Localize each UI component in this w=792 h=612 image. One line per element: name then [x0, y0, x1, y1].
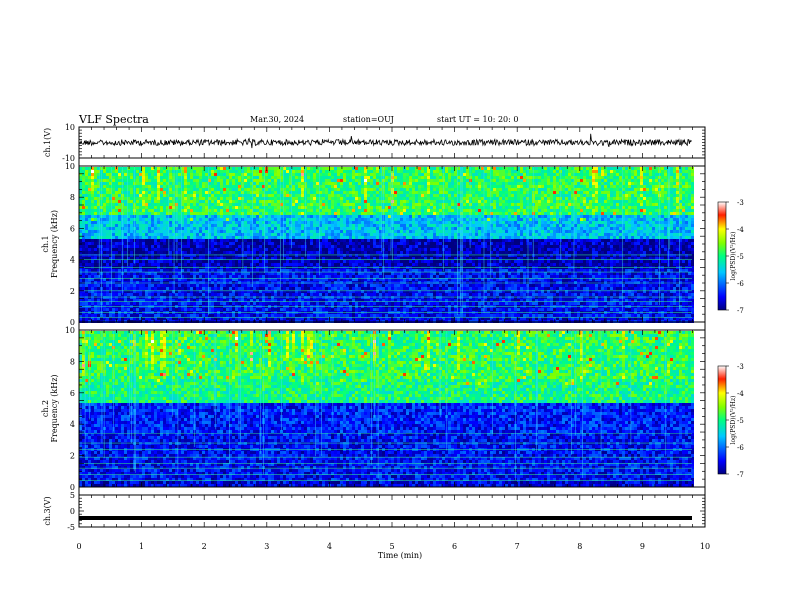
ch2-spectrogram-colorbar-tick-label: -3 — [737, 363, 744, 371]
ch1-spectrogram-cells — [79, 167, 694, 323]
ch2-spectrogram-colorbar-label: log(PSD)(V²/Hz) — [730, 396, 737, 445]
ch2-spectrogram-ytick-label: 10 — [65, 326, 75, 335]
ch1-spectrogram-ytick-label: 0 — [70, 318, 75, 327]
ch1-waveform-ylabel: ch.1(V) — [43, 128, 52, 157]
ch1-spectrogram-channel-label: ch.1 — [41, 235, 50, 252]
ch3-waveform-ytick-label: -5 — [67, 523, 75, 532]
ch2-spectrogram-ytick-label: 2 — [70, 452, 75, 461]
ch1-spectrogram-colorbar-tick-label: -6 — [737, 280, 744, 288]
chart-title: VLF Spectra — [79, 113, 149, 126]
ch2-spectrogram-colorbar-tick-label: -5 — [737, 417, 744, 425]
start-ut-label: start UT = 10: 20: 0 — [437, 115, 518, 124]
station-label: station=OUJ — [343, 115, 394, 124]
date-label: Mar.30, 2024 — [250, 115, 304, 124]
ch3-waveform-ylabel: ch.3(V) — [43, 496, 52, 525]
ch3-waveform-ytick-label: 0 — [70, 507, 75, 516]
ch1-spectrogram-ytick-label: 10 — [65, 162, 75, 171]
ch1-spectrogram-colorbar-tick-label: -4 — [737, 226, 744, 234]
ch2-spectrogram-ytick-label: 0 — [70, 483, 75, 492]
ch1-spectrogram-ylabel: Frequency (kHz) — [50, 210, 59, 278]
ch2-spectrogram-ytick-label: 6 — [70, 389, 75, 398]
ch2-spectrogram-colorbar-tick-label: -7 — [737, 471, 744, 479]
x-tick-label-2: 2 — [202, 542, 207, 551]
ch2-spectrogram-colorbar-tick-label: -4 — [737, 390, 744, 398]
x-axis-label: Time (min) — [378, 551, 422, 560]
x-tick-label-1: 1 — [139, 542, 144, 551]
ch1-spectrogram-colorbar-label: log(PSD)(V²/Hz) — [730, 232, 737, 281]
x-tick-label-0: 0 — [76, 542, 81, 551]
ch1-spectrogram-colorbar-tick-label: -7 — [737, 307, 744, 315]
ch1-spectrogram-ytick-label: 2 — [70, 287, 75, 296]
x-tick-label-7: 7 — [515, 542, 520, 551]
x-tick-label-8: 8 — [577, 542, 582, 551]
ch1-waveform-ytick-label: 10 — [65, 123, 75, 132]
x-tick-label-3: 3 — [264, 542, 269, 551]
ch2-spectrogram-channel-label: ch.2 — [41, 400, 50, 417]
ch2-spectrogram-ytick-label: 4 — [70, 420, 75, 429]
ch1-spectrogram-ytick-label: 8 — [70, 193, 75, 202]
ch2-spectrogram-ytick-label: 8 — [70, 357, 75, 366]
x-tick-label-10: 10 — [700, 542, 710, 551]
ch1-waveform-ytick-label: -10 — [62, 154, 75, 163]
ch2-spectrogram-colorbar-tick-label: -6 — [737, 444, 744, 452]
ch2-spectrogram-ylabel: Frequency (kHz) — [50, 374, 59, 442]
ch1-spectrogram-colorbar — [717, 201, 727, 311]
ch2-spectrogram-colorbar — [717, 365, 727, 475]
ch1-waveform-line — [78, 133, 692, 149]
x-tick-label-6: 6 — [452, 542, 457, 551]
ch1-spectrogram-ytick-label: 4 — [70, 256, 75, 265]
x-tick-label-4: 4 — [327, 542, 332, 551]
ch3-waveform-ytick-label: 5 — [70, 491, 75, 500]
ch1-spectrogram-colorbar-tick-label: -3 — [737, 199, 744, 207]
x-tick-label-9: 9 — [640, 542, 645, 551]
x-tick-label-5: 5 — [389, 542, 394, 551]
ch1-spectrogram-ytick-label: 6 — [70, 224, 75, 233]
ch1-spectrogram-colorbar-tick-label: -5 — [737, 253, 744, 261]
